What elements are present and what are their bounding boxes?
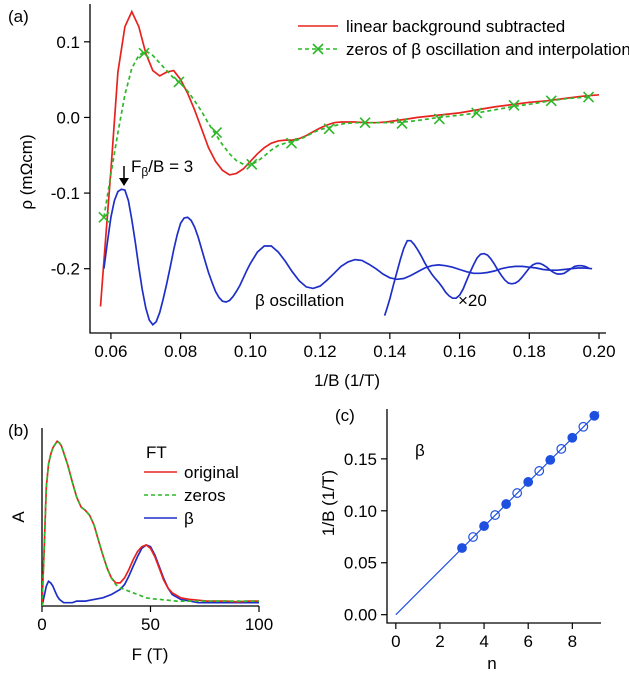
data-point-integer bbox=[457, 543, 467, 553]
zero-marker bbox=[545, 95, 557, 107]
panel-c-y-ticks: 0.00 0.05 0.10 0.15 bbox=[344, 450, 387, 625]
fit-line bbox=[395, 411, 600, 616]
panel-a-plot-area bbox=[98, 9, 600, 326]
legend-label-linear-background: linear background subtracted bbox=[346, 17, 565, 36]
x-tick-label: 0.14 bbox=[373, 342, 406, 361]
zero-marker bbox=[583, 91, 595, 103]
x-tick-label: 0.06 bbox=[94, 342, 127, 361]
data-point-half-integer bbox=[490, 510, 501, 520]
x-tick-label: 0.10 bbox=[234, 342, 267, 361]
panel-b: (b) 0 50 100 F (T) A FT original zeros β bbox=[8, 421, 273, 664]
panel-c-series bbox=[395, 410, 600, 616]
zero-marker bbox=[396, 117, 408, 130]
panel-c-x-axis-label: n bbox=[487, 654, 496, 673]
ft-series-line-2 bbox=[42, 544, 259, 606]
x-tick-label: 2 bbox=[435, 632, 444, 651]
zero-marker bbox=[173, 76, 185, 88]
x-tick-label: 0.12 bbox=[304, 342, 337, 361]
panel-b-y-axis-label: A bbox=[9, 511, 28, 523]
x-tick-label: 100 bbox=[245, 615, 273, 634]
panel-b-plot-area bbox=[42, 439, 259, 606]
ft-series-line-1 bbox=[42, 439, 259, 606]
x-tick-label: 0 bbox=[391, 632, 400, 651]
panel-b-x-ticks: 0 50 100 bbox=[37, 606, 273, 634]
annotation-x20: ×20 bbox=[458, 291, 487, 310]
legend-label-zeros: zeros of β oscillation and interpolation bbox=[346, 40, 629, 59]
panel-a-axes bbox=[89, 4, 606, 334]
panel-a-label: (a) bbox=[8, 7, 29, 26]
panel-c-annotation-beta: β bbox=[415, 441, 425, 460]
zero-marker bbox=[508, 99, 520, 111]
x-tick-label: 4 bbox=[479, 632, 488, 651]
panel-a-y-ticks: -0.2 -0.1 0.0 0.1 bbox=[51, 33, 90, 279]
zero-marker bbox=[433, 113, 445, 125]
series-line-3 bbox=[383, 239, 589, 316]
y-tick-label: 0.15 bbox=[344, 450, 377, 469]
legend-label-original: original bbox=[184, 463, 239, 482]
y-tick-label: 0.10 bbox=[344, 502, 377, 521]
annotation-arrow bbox=[119, 166, 129, 186]
panel-a-series bbox=[98, 9, 600, 326]
panel-b-series bbox=[42, 439, 259, 606]
zero-marker bbox=[210, 127, 223, 139]
legend-title-ft: FT bbox=[146, 443, 167, 462]
x-tick-label: 0.18 bbox=[513, 342, 546, 361]
y-tick-label: 0.1 bbox=[56, 33, 80, 52]
zero-marker bbox=[471, 107, 483, 119]
zero-marker bbox=[246, 158, 258, 170]
zero-marker bbox=[98, 211, 110, 223]
zero-marker bbox=[138, 47, 150, 59]
panel-a-x-ticks: 0.06 0.08 0.10 0.12 0.14 0.16 0.18 0.20 bbox=[94, 333, 616, 361]
panel-b-label: (b) bbox=[8, 421, 29, 440]
panel-a-y-axis-label: ρ (mΩcm) bbox=[17, 134, 36, 209]
legend-label-beta: β bbox=[184, 509, 194, 528]
y-tick-label: -0.1 bbox=[51, 184, 80, 203]
data-point-half-integer bbox=[534, 466, 545, 476]
zero-marker bbox=[359, 117, 371, 129]
panel-a: (a) 0.06 0.08 0.10 0.12 0.14 0.16 0.18 0.20 -0.… bbox=[8, 4, 629, 390]
data-point-integer bbox=[567, 432, 578, 443]
annotation-beta-oscillation: β oscillation bbox=[255, 291, 344, 310]
zero-marker bbox=[323, 123, 335, 135]
data-point-integer bbox=[545, 455, 556, 465]
panel-b-x-axis-label: F (T) bbox=[132, 645, 169, 664]
data-point-integer bbox=[479, 521, 489, 531]
x-tick-label: 8 bbox=[568, 632, 577, 651]
x-tick-label: 0 bbox=[37, 615, 46, 634]
panel-c: (c) 0 2 4 6 8 0.00 0.05 0.10 0.15 n 1/B (1/T) β bbox=[319, 406, 601, 673]
y-tick-label: -0.2 bbox=[51, 260, 80, 279]
legend-label-zeros-ft: zeros bbox=[184, 486, 226, 505]
y-tick-label: 0.05 bbox=[344, 554, 377, 573]
ft-series-line-0 bbox=[42, 439, 259, 606]
x-tick-label: 0.20 bbox=[582, 342, 615, 361]
panel-a-x-axis-label: 1/B (1/T) bbox=[314, 371, 380, 390]
data-point-half-integer bbox=[556, 443, 567, 454]
data-point-integer bbox=[589, 410, 600, 421]
zero-marker bbox=[285, 137, 298, 149]
y-tick-label: 0.00 bbox=[344, 606, 377, 625]
series-line-0 bbox=[99, 9, 600, 307]
panel-b-legend: FT original zeros β bbox=[144, 443, 239, 528]
legend-marker-x bbox=[312, 43, 324, 55]
panel-c-y-axis-label: 1/B (1/T) bbox=[319, 470, 338, 536]
series-line-1 bbox=[103, 49, 589, 218]
x-tick-label: 0.08 bbox=[164, 342, 197, 361]
annotation-fbeta: Fβ/B = 3 bbox=[131, 157, 193, 179]
data-point-integer bbox=[501, 499, 512, 509]
panel-c-x-ticks: 0 2 4 6 8 bbox=[391, 623, 577, 651]
x-tick-label: 6 bbox=[523, 632, 532, 651]
panel-c-axes bbox=[386, 409, 601, 624]
data-point-half-integer bbox=[578, 421, 589, 432]
panel-a-legend: linear background subtracted zeros of β … bbox=[298, 17, 629, 59]
panel-c-label: (c) bbox=[335, 406, 355, 425]
x-tick-label: 0.16 bbox=[443, 342, 476, 361]
x-tick-label: 50 bbox=[141, 615, 160, 634]
data-point-integer bbox=[523, 477, 534, 487]
data-point-half-integer bbox=[512, 488, 523, 498]
y-tick-label: 0.0 bbox=[56, 108, 80, 127]
series-line-2 bbox=[103, 188, 593, 326]
data-point-half-integer bbox=[468, 532, 478, 542]
